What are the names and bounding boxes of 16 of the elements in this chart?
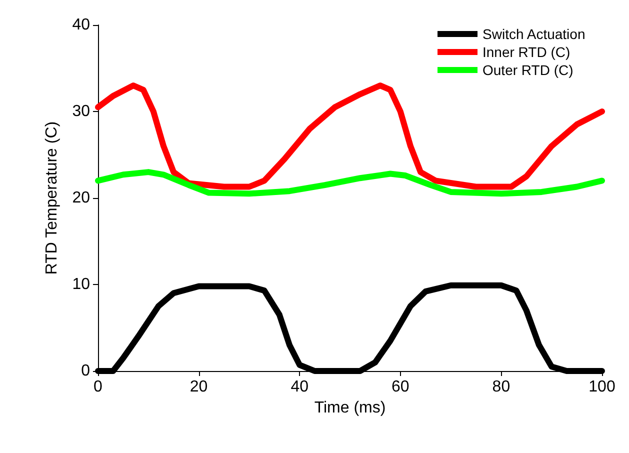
x-tick-label: 40	[290, 378, 309, 396]
x-tick-label: 100	[588, 378, 616, 396]
x-tick-label: 0	[94, 378, 103, 396]
legend-label: Inner RTD (C)	[482, 44, 570, 60]
y-tick-label: 40	[72, 16, 90, 34]
y-tick-label: 30	[72, 103, 90, 120]
legend-label: Outer RTD (C)	[482, 62, 574, 78]
x-tick-label: 60	[392, 378, 410, 396]
x-tick-label: 20	[190, 378, 208, 396]
y-tick-label: 10	[72, 276, 90, 293]
y-axis-title: RTD Temperature (C)	[44, 121, 60, 275]
x-tick-label: 80	[492, 378, 510, 396]
x-axis-title: Time (ms)	[314, 399, 386, 416]
y-tick-label: 0	[81, 362, 90, 380]
y-tick-label: 20	[72, 190, 90, 206]
legend-label: Switch Actuation	[482, 26, 586, 42]
